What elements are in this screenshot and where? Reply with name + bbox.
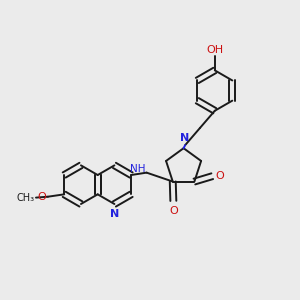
Text: NH: NH bbox=[130, 164, 146, 174]
Text: OH: OH bbox=[206, 46, 224, 56]
Text: O: O bbox=[169, 206, 178, 216]
Text: O: O bbox=[215, 171, 224, 181]
Text: CH₃: CH₃ bbox=[17, 193, 35, 202]
Text: N: N bbox=[180, 134, 189, 143]
Text: N: N bbox=[110, 209, 119, 219]
Text: O: O bbox=[37, 192, 46, 202]
